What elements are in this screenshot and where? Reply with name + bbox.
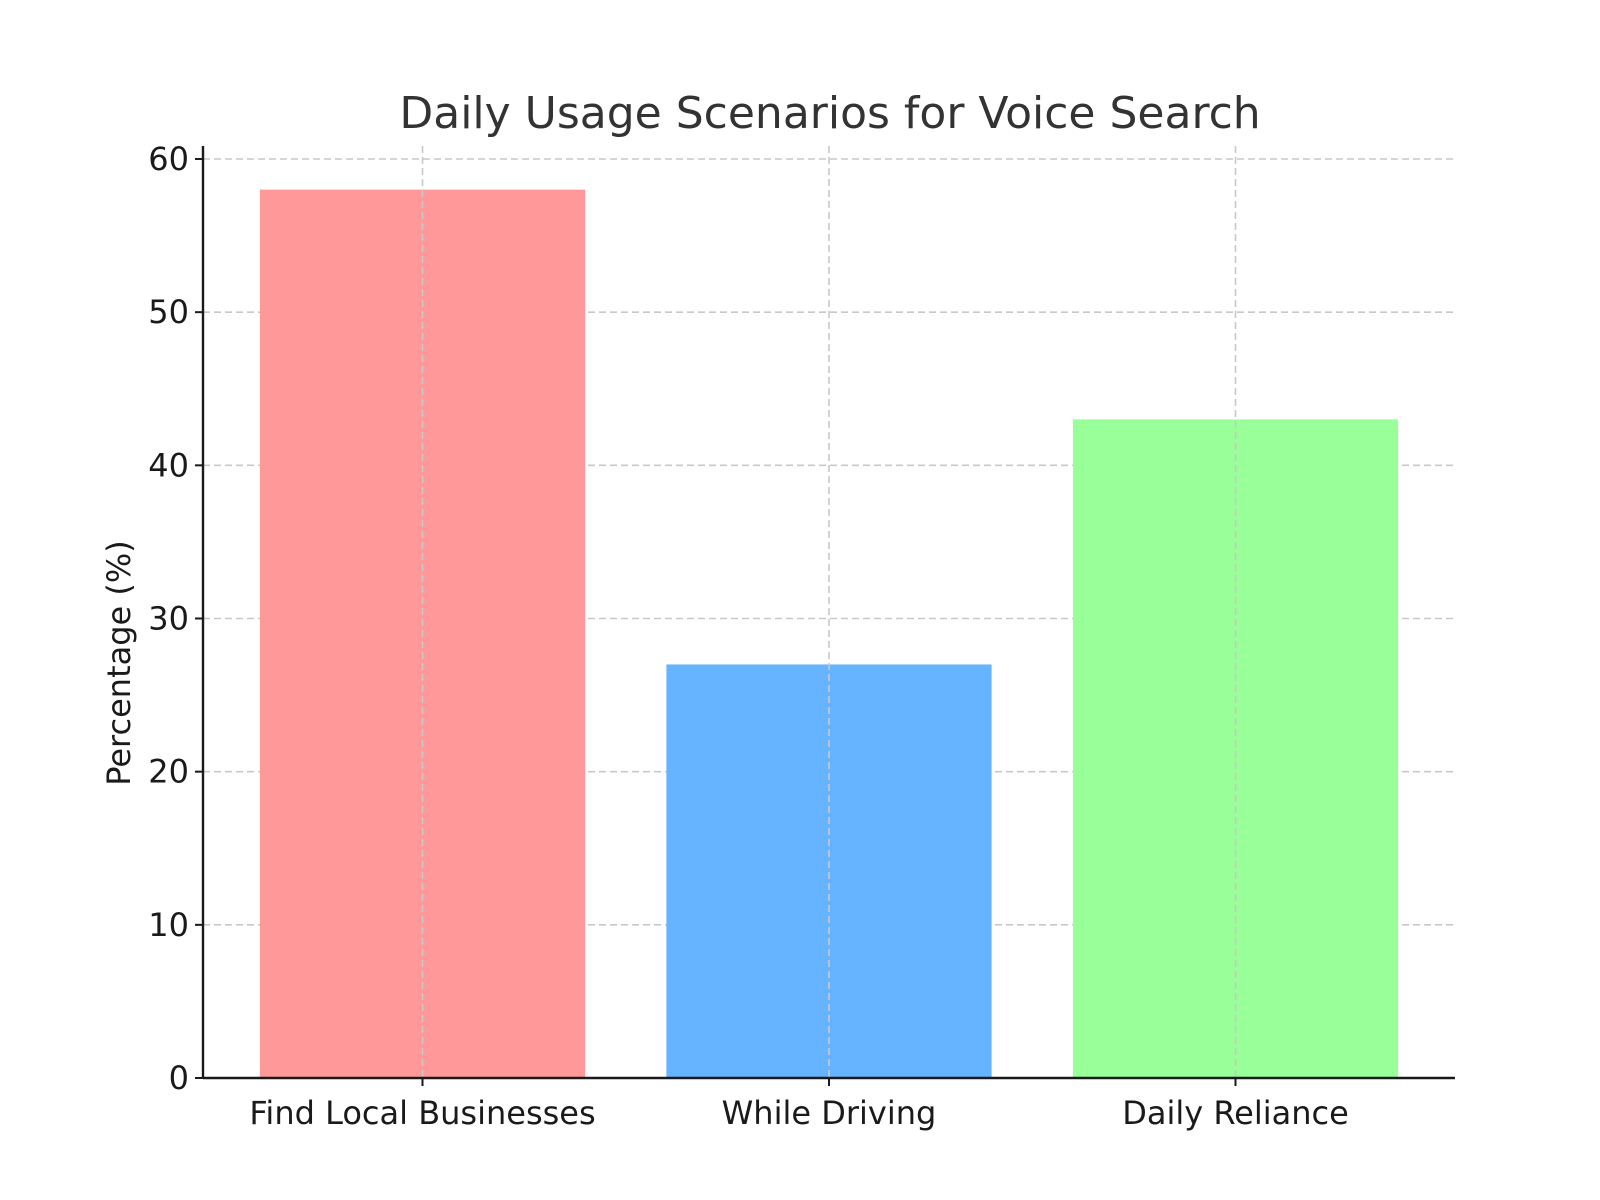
y-tick-label-10: 10 <box>148 906 189 944</box>
y-axis-label: Percentage (%) <box>100 540 138 786</box>
y-tick-label-20: 20 <box>148 753 189 791</box>
bar-daily-reliance <box>1072 419 1399 1079</box>
x-axis-ticks: Find Local Businesses While Driving Daily … <box>249 1078 1349 1132</box>
y-axis-ticks: 0 10 20 30 40 50 60 <box>148 140 203 1097</box>
y-tick-label-30: 30 <box>148 600 189 638</box>
chart-title: Daily Usage Scenarios for Voice Search <box>399 88 1260 139</box>
y-tick-label-50: 50 <box>148 293 189 331</box>
x-tick-label-1: While Driving <box>722 1094 937 1132</box>
y-tick-label-60: 60 <box>148 140 189 178</box>
x-tick-label-0: Find Local Businesses <box>249 1094 595 1132</box>
y-tick-label-0: 0 <box>169 1059 189 1097</box>
y-tick-label-40: 40 <box>148 446 189 484</box>
x-tick-label-2: Daily Reliance <box>1122 1094 1349 1132</box>
vertical-grid <box>421 146 1237 1078</box>
